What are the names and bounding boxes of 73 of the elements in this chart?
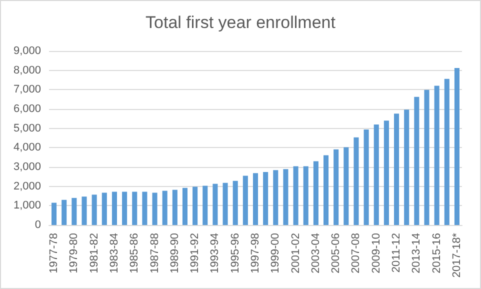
bar <box>394 114 400 225</box>
bar <box>364 129 369 225</box>
bar <box>142 192 148 225</box>
bar <box>192 186 198 225</box>
bar <box>62 200 67 225</box>
bar <box>454 68 460 225</box>
bar <box>52 202 57 225</box>
bar <box>414 96 420 225</box>
bar <box>162 190 168 225</box>
bar <box>242 176 248 225</box>
x-tick-label: 1977-78 <box>48 233 60 274</box>
x-tick-label: 2001-02 <box>290 233 302 274</box>
x-tick-label: 1995-96 <box>229 233 242 274</box>
y-tick-label: 8,000 <box>13 64 41 76</box>
bar <box>152 192 158 225</box>
bar <box>182 188 188 225</box>
x-tick-label: 1999-00 <box>270 233 282 274</box>
x-tick-label: 1985-86 <box>128 233 141 274</box>
x-tick-label: 1983-84 <box>108 233 120 274</box>
bar <box>334 149 339 225</box>
bar <box>112 192 117 225</box>
bar <box>232 180 238 225</box>
bar <box>212 184 218 225</box>
x-tick-label: 1993-94 <box>209 233 222 274</box>
x-tick-label: 2003-04 <box>310 233 322 274</box>
y-tick-label: 0 <box>34 219 41 231</box>
x-tick-label: 2011-12 <box>390 233 403 273</box>
x-tick-label: 2017-18* <box>450 232 463 278</box>
bar <box>313 161 318 225</box>
y-tick-label: 7,000 <box>13 84 41 96</box>
x-tick-label: 2009-10 <box>370 233 382 274</box>
x-tick-label: 1981-82 <box>88 233 100 274</box>
bar <box>202 186 208 225</box>
y-tick-label: 1,000 <box>13 200 41 212</box>
y-tick-label: 3,000 <box>13 161 41 173</box>
x-tick-label: 1997-98 <box>250 233 262 274</box>
bar <box>293 166 298 225</box>
bar <box>132 192 138 225</box>
x-tick-label: 2005-06 <box>330 233 342 274</box>
bar <box>172 190 178 225</box>
bar <box>404 110 410 225</box>
y-tick-label: 6,000 <box>13 103 41 115</box>
bar <box>303 166 308 225</box>
bar <box>82 196 87 225</box>
bar <box>263 172 268 225</box>
y-tick-label: 5,000 <box>13 122 41 134</box>
bar <box>323 155 329 225</box>
x-tick-label: 2015-16 <box>430 233 443 274</box>
x-tick-label: 1979-80 <box>68 233 80 274</box>
bar <box>283 169 288 225</box>
bar <box>384 120 389 225</box>
x-tick-label: 2007-08 <box>350 233 362 274</box>
bar <box>92 194 97 225</box>
x-tick-label: 2013-14 <box>410 233 423 274</box>
bar <box>273 170 278 225</box>
x-tick-label: 1991-92 <box>189 233 202 274</box>
y-tick-label: 9,000 <box>13 45 41 57</box>
bar <box>122 192 128 225</box>
bar <box>434 86 440 225</box>
x-tick-label: 1989-90 <box>168 233 181 274</box>
bar <box>222 182 228 225</box>
bar <box>72 198 77 225</box>
bar <box>424 90 430 225</box>
y-tick-label: 4,000 <box>13 142 41 154</box>
x-tick-label: 1987-88 <box>148 233 161 274</box>
bar <box>374 124 379 225</box>
bar <box>344 147 349 225</box>
y-tick-label: 2,000 <box>13 180 41 192</box>
bar <box>444 78 450 225</box>
bar <box>354 137 359 225</box>
bar <box>252 173 258 225</box>
chart-title: Total first year enrollment <box>146 13 336 32</box>
bar <box>102 192 107 225</box>
